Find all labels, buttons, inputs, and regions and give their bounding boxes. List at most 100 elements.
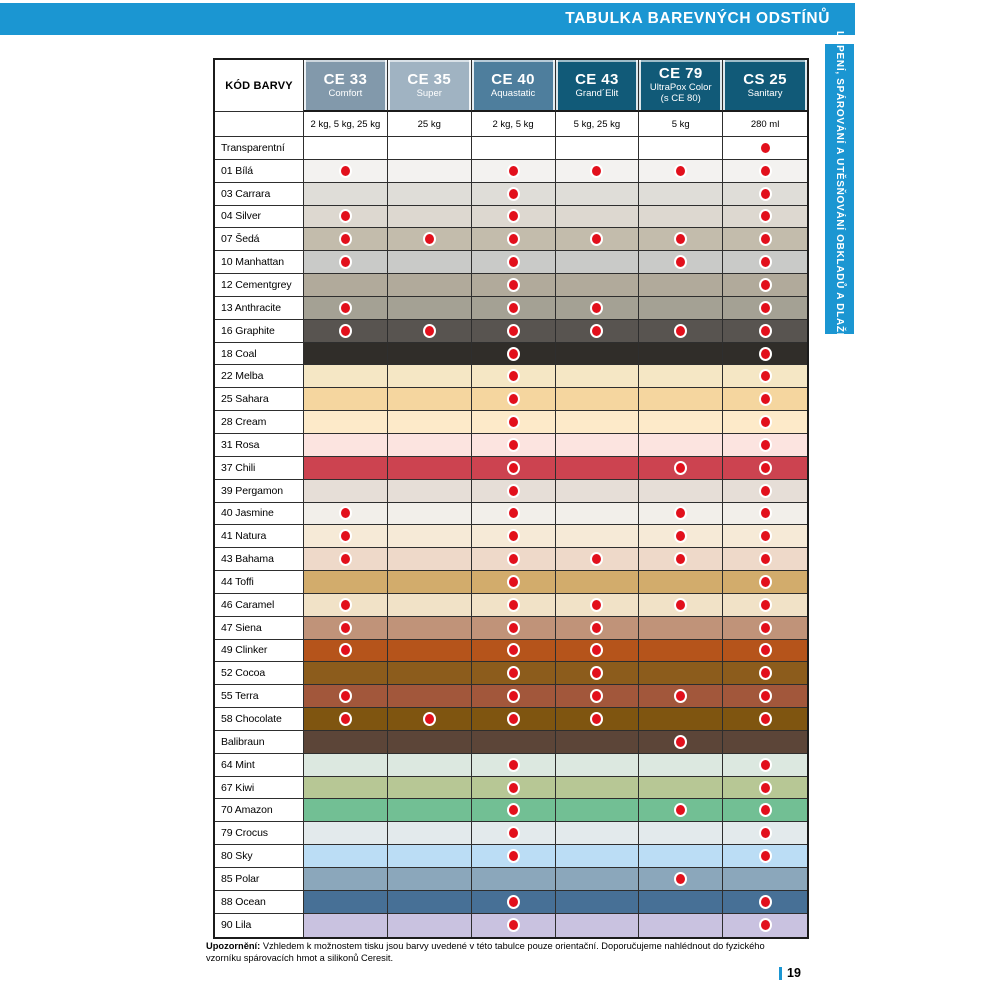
color-swatch-cell — [304, 753, 388, 777]
color-swatch-cell — [304, 274, 388, 297]
color-swatch-cell — [639, 137, 724, 160]
availability-dot — [758, 415, 772, 430]
color-swatch-cell — [639, 296, 724, 320]
color-swatch-cell — [639, 708, 724, 731]
color-code-cell: 67 Kiwi — [215, 776, 304, 800]
color-swatch-cell — [304, 159, 388, 183]
color-swatch-cell — [639, 685, 724, 709]
color-swatch-cell — [471, 411, 556, 434]
color-swatch-cell — [387, 525, 472, 549]
availability-dot — [758, 186, 772, 201]
color-code-cell: 03 Carrara — [215, 182, 304, 206]
availability-dot — [758, 506, 772, 521]
color-swatch-cell — [304, 411, 388, 434]
color-swatch-cell — [387, 571, 472, 594]
color-code-cell: 49 Clinker — [215, 639, 304, 663]
color-swatch-cell — [304, 137, 388, 160]
color-code-cell: 44 Toffi — [215, 571, 304, 594]
availability-dot — [338, 232, 352, 247]
color-swatch-cell — [304, 548, 388, 572]
availability-dot — [674, 460, 688, 475]
color-swatch-cell — [304, 776, 388, 800]
availability-dot — [674, 506, 688, 521]
color-swatch-cell — [387, 456, 472, 480]
availability-dot — [506, 232, 520, 247]
color-swatch-cell — [387, 730, 472, 754]
color-swatch-cell — [471, 365, 556, 389]
color-swatch-cell — [723, 182, 807, 206]
color-swatch-cell — [723, 456, 807, 480]
color-swatch-cell — [723, 799, 807, 823]
color-swatch-cell — [304, 845, 388, 868]
availability-dot — [758, 918, 772, 933]
availability-dot — [506, 620, 520, 635]
color-swatch-cell — [555, 502, 640, 526]
product-name: Aquastatic — [490, 87, 536, 99]
color-swatch-cell — [639, 753, 724, 777]
color-swatch-cell — [471, 753, 556, 777]
availability-dot — [674, 871, 688, 886]
availability-dot — [506, 506, 520, 521]
color-swatch-cell — [471, 662, 556, 686]
color-code-cell: 37 Chili — [215, 456, 304, 480]
color-swatch-cell — [304, 685, 388, 709]
color-swatch-cell — [639, 525, 724, 549]
color-swatch-cell — [304, 662, 388, 686]
availability-dot — [674, 529, 688, 544]
color-swatch-cell — [555, 868, 640, 891]
availability-dot — [590, 666, 604, 681]
availability-dot — [506, 186, 520, 201]
product-code: CE 43 — [575, 70, 619, 88]
product-column-header: CS 25 Sanitary — [723, 60, 807, 112]
section-side-tab-label: LEPENÍ, SPÁROVÁNÍ A UTĚSŇOVÁNÍ OBKLADŮ A… — [834, 30, 845, 348]
product-code: CE 33 — [323, 70, 368, 88]
product-column-header: CE 33 Comfort — [304, 60, 388, 112]
availability-dot — [758, 232, 772, 247]
availability-dot — [338, 323, 352, 338]
color-swatch-cell — [723, 662, 807, 686]
color-code-cell: 01 Bílá — [215, 159, 304, 183]
package-size-cell: 280 ml — [723, 112, 807, 137]
availability-dot — [506, 323, 520, 338]
color-swatch-cell — [723, 548, 807, 572]
color-swatch-cell — [387, 228, 472, 252]
availability-dot — [758, 300, 772, 315]
availability-dot — [758, 712, 772, 727]
color-swatch-cell — [723, 685, 807, 709]
color-code-cell: 90 Lila — [215, 913, 304, 937]
product-column-header: CE 79 UltraPox Color (s CE 80) — [639, 60, 724, 112]
availability-dot — [506, 255, 520, 270]
color-swatch-cell — [471, 137, 556, 160]
color-swatch-cell — [555, 296, 640, 320]
color-code-cell: 58 Chocolate — [215, 708, 304, 731]
product-code: CE 40 — [491, 70, 535, 88]
color-swatch-cell — [471, 296, 556, 320]
availability-dot — [758, 163, 772, 178]
color-swatch-cell — [723, 205, 807, 229]
color-swatch-cell — [555, 251, 640, 275]
color-code-cell: 88 Ocean — [215, 890, 304, 914]
color-swatch-cell — [387, 593, 472, 617]
color-swatch-cell — [639, 228, 724, 252]
color-swatch-cell — [387, 159, 472, 183]
page-number-value: 19 — [787, 966, 801, 980]
availability-dot — [758, 757, 772, 772]
color-swatch-cell — [639, 845, 724, 868]
color-swatch-cell — [723, 319, 807, 343]
availability-dot — [758, 689, 772, 704]
color-swatch-cell — [304, 365, 388, 389]
availability-dot — [590, 163, 604, 178]
color-swatch-cell — [555, 776, 640, 800]
color-code-cell: 04 Silver — [215, 205, 304, 229]
availability-dot — [506, 689, 520, 704]
availability-dot — [506, 369, 520, 384]
color-swatch-cell — [639, 913, 724, 937]
color-swatch-cell — [387, 365, 472, 389]
availability-dot — [338, 643, 352, 658]
availability-dot — [758, 483, 772, 498]
color-swatch-cell — [639, 456, 724, 480]
availability-dot — [506, 918, 520, 933]
availability-dot — [758, 255, 772, 270]
color-code-cell: 47 Siena — [215, 616, 304, 640]
availability-dot — [506, 780, 520, 795]
